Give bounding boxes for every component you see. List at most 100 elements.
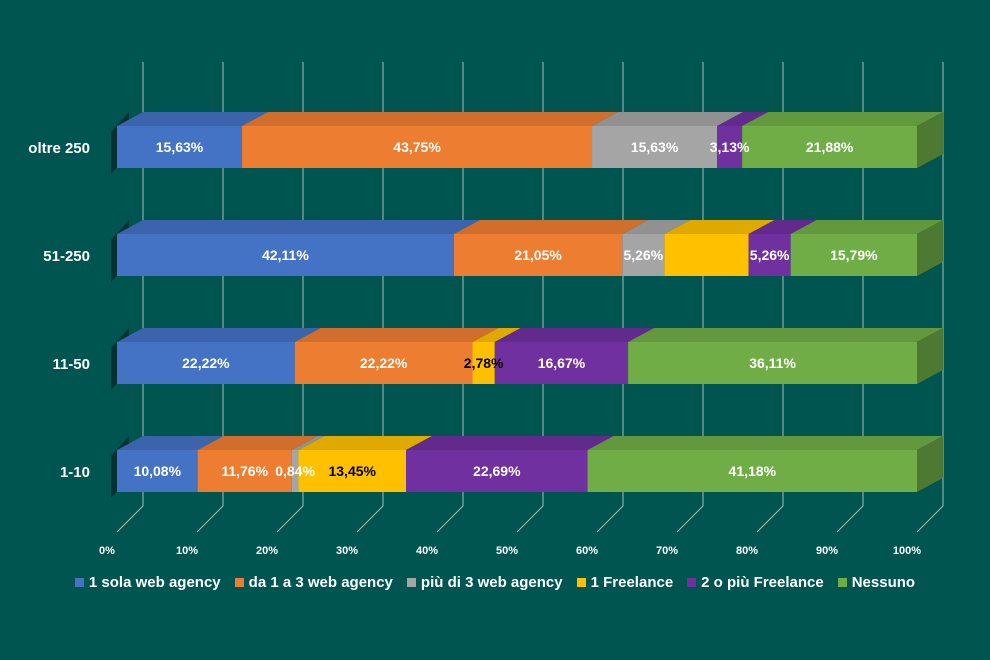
bar-top (587, 436, 943, 450)
bar-segment (197, 450, 292, 492)
bar-top (197, 436, 318, 450)
x-tick-label: 20% (256, 545, 278, 557)
bar-top (664, 220, 775, 234)
x-tick-label: 90% (816, 545, 838, 557)
bar-top (592, 112, 744, 126)
legend-swatch (234, 578, 244, 587)
x-tick-label: 100% (893, 545, 921, 557)
legend-item: Nessuno (837, 574, 916, 591)
bar-side (917, 328, 943, 384)
y-tick-label: oltre 250 (28, 140, 90, 157)
data-labels: 15,63% 43,75% 15,63% 3,13% 21,88% 42,11% 21,05… (134, 139, 879, 479)
legend-swatch (406, 578, 416, 587)
data-label: 5,26% (750, 247, 790, 263)
bar-segment (748, 234, 791, 276)
bar-segment (664, 234, 749, 276)
bar-top (742, 112, 944, 126)
bar-top (453, 220, 649, 234)
bar-top (117, 328, 321, 342)
legend-item: 1 Freelance (576, 574, 673, 591)
bar-segment (117, 126, 243, 168)
data-label: 15,63% (631, 139, 679, 155)
floor-gridline (916, 505, 944, 533)
x-tick-label: 10% (176, 545, 198, 557)
bar-top (790, 220, 943, 234)
floor-gridline (596, 505, 624, 533)
bar-segment (717, 126, 743, 168)
data-label: 43,75% (393, 139, 441, 155)
floor-gridline (436, 505, 464, 533)
legend-swatch (576, 578, 586, 587)
bar-top (117, 436, 224, 450)
legend-item: 2 o più Freelance (687, 574, 824, 591)
legend-swatch (74, 578, 84, 587)
data-label: 10,08% (134, 463, 182, 479)
bar-top (117, 220, 480, 234)
bar-top (472, 328, 521, 342)
bar-segment (494, 342, 629, 384)
axes: 0% 10% 20% 30% 40% 50% 60% 70% 80% 90% 100% oltre 2… (28, 140, 921, 557)
bar-top (628, 328, 943, 342)
y-tick-label: 11-50 (52, 356, 90, 373)
x-tick-label: 30% (336, 545, 358, 557)
bar-top (294, 328, 499, 342)
data-label: 13,45% (328, 463, 376, 479)
bar-segment (406, 450, 588, 492)
data-label: 11,76% (221, 463, 268, 479)
legend-item: più di 3 web agency (406, 574, 563, 591)
floor-gridline (516, 505, 544, 533)
floor-gridline (196, 505, 224, 533)
bar-top (117, 112, 269, 126)
bar-top (291, 436, 325, 450)
x-tick-label: 40% (416, 545, 438, 557)
bar-segment (291, 450, 299, 492)
data-label: 21,05% (514, 247, 562, 263)
floor-gridline (356, 505, 384, 533)
legend: 1 sola web agency da 1 a 3 web agency più … (0, 574, 990, 591)
data-label: 22,69% (473, 463, 521, 479)
data-label: 0,84% (275, 463, 315, 479)
data-label: 3,13% (710, 139, 750, 155)
floor-gridline (116, 505, 144, 533)
bar-segment (453, 234, 623, 276)
data-label: 41,18% (729, 463, 777, 479)
bar-side (917, 220, 943, 276)
data-label: 2,78% (464, 355, 504, 371)
bar-top (717, 112, 769, 126)
x-tick-label: 80% (736, 545, 758, 557)
legend-label: Nessuno (851, 574, 916, 591)
bar-segment (472, 342, 495, 384)
bar-segment (117, 342, 295, 384)
legend-label: 2 o più Freelance (701, 574, 824, 591)
bar-segment (298, 450, 407, 492)
data-label: 36,11% (749, 355, 796, 371)
bar-top (622, 220, 691, 234)
bar-top (242, 112, 619, 126)
floor-gridline (756, 505, 784, 533)
data-label: 22,22% (182, 355, 230, 371)
bar-segment (742, 126, 918, 168)
data-label: 42,11% (262, 247, 309, 263)
bar-segment (587, 450, 917, 492)
bar-segment (294, 342, 473, 384)
bar-top (494, 328, 655, 342)
data-label: 16,67% (538, 355, 586, 371)
data-label: 21,88% (806, 139, 854, 155)
floor-gridline (276, 505, 304, 533)
data-label: 5,26% (623, 247, 663, 263)
data-label: 22,22% (360, 355, 408, 371)
bar-side (917, 436, 943, 492)
y-tick-label: 51-250 (43, 248, 90, 265)
x-tick-label: 60% (576, 545, 598, 557)
data-label: 15,79% (830, 247, 878, 263)
legend-item: 1 sola web agency (74, 574, 221, 591)
bars (117, 112, 944, 492)
bar-side (917, 112, 944, 168)
bar-top (298, 436, 433, 450)
bar-top (406, 436, 614, 450)
x-tick-label: 70% (656, 545, 678, 557)
legend-swatch (687, 578, 697, 587)
data-label: 15,63% (156, 139, 204, 155)
legend-label: da 1 a 3 web agency (248, 574, 393, 591)
